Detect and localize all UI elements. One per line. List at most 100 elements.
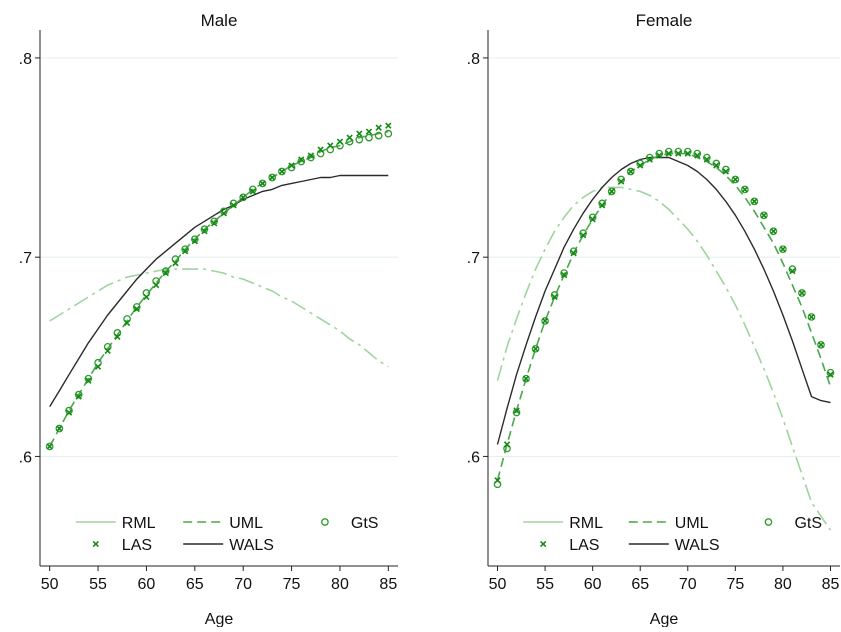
data-point-gts bbox=[712, 159, 721, 168]
data-point-gts bbox=[355, 135, 364, 144]
data-point-las bbox=[675, 150, 682, 157]
data-point-gts bbox=[210, 217, 219, 226]
legend-label-wals: WALS bbox=[229, 537, 274, 554]
data-point-gts bbox=[750, 197, 759, 206]
legend-item-uml: UML bbox=[628, 515, 709, 532]
x-tick-label: 55 bbox=[89, 576, 107, 593]
x-tick-label: 60 bbox=[138, 576, 156, 593]
data-point-las bbox=[327, 142, 334, 149]
series-line-wals bbox=[496, 156, 831, 445]
data-point-gts bbox=[45, 442, 54, 451]
chart-panel-1: Male .6 .7 .8 50 55 60 65 70 75 80 85 Age RML UML GtS LA… bbox=[19, 11, 398, 628]
legend-label-rml: RML bbox=[569, 515, 603, 532]
y-tick-label: .8 bbox=[467, 51, 480, 68]
data-point-gts bbox=[655, 149, 664, 158]
x-tick-label: 70 bbox=[679, 576, 697, 593]
data-point-gts bbox=[229, 199, 238, 208]
chart-title: Male bbox=[201, 11, 238, 30]
data-point-gts bbox=[374, 131, 383, 140]
data-point-gts bbox=[365, 133, 373, 142]
x-axis-label: Age bbox=[650, 611, 679, 627]
data-point-las bbox=[56, 425, 63, 432]
data-point-gts bbox=[268, 173, 277, 182]
data-point-las bbox=[230, 202, 237, 209]
data-point-gts bbox=[664, 147, 673, 156]
data-point-las bbox=[637, 162, 644, 169]
y-tick-label: .6 bbox=[19, 449, 32, 466]
x-axis-label: Age bbox=[205, 611, 234, 627]
data-point-las bbox=[298, 156, 305, 163]
legend-label-rml: RML bbox=[122, 515, 156, 532]
legend-item-gts: GtS bbox=[764, 515, 822, 532]
data-point-gts bbox=[588, 213, 597, 222]
data-point-las bbox=[751, 198, 758, 205]
data-point-gts bbox=[297, 157, 306, 166]
data-point-gts bbox=[219, 207, 228, 216]
data-point-gts bbox=[278, 167, 286, 176]
x-tick-label: 80 bbox=[774, 576, 792, 593]
data-point-las bbox=[741, 186, 749, 193]
x-tick-label: 50 bbox=[489, 576, 507, 593]
data-point-gts bbox=[645, 153, 654, 162]
data-point-gts bbox=[531, 344, 540, 353]
data-point-las bbox=[598, 202, 606, 209]
data-point-gts bbox=[579, 229, 587, 238]
data-point-gts bbox=[74, 390, 83, 399]
data-point-las bbox=[570, 250, 577, 257]
x-tick-label: 80 bbox=[331, 576, 349, 593]
data-point-las bbox=[551, 293, 558, 301]
legend-item-gts: GtS bbox=[321, 515, 378, 532]
data-point-las bbox=[356, 130, 363, 137]
legend: RML UML GtS LAS WALS bbox=[523, 515, 822, 554]
data-point-gts bbox=[512, 408, 521, 417]
data-point-las bbox=[201, 228, 208, 235]
y-tick-label: .6 bbox=[467, 449, 480, 466]
series-line-rml bbox=[496, 186, 832, 531]
data-point-las bbox=[503, 441, 511, 448]
legend-item-las: LAS bbox=[540, 537, 599, 554]
legend-label-uml: UML bbox=[675, 515, 709, 532]
data-point-gts bbox=[384, 129, 393, 138]
data-point-gts bbox=[721, 165, 730, 174]
data-point-las bbox=[172, 259, 179, 267]
data-point-gts bbox=[636, 159, 645, 168]
y-tick-label: .7 bbox=[467, 250, 480, 267]
legend-label-gts: GtS bbox=[794, 515, 822, 532]
legend-key-las bbox=[92, 540, 99, 548]
data-point-gts bbox=[702, 153, 711, 162]
data-point-las bbox=[798, 289, 806, 297]
data-point-gts bbox=[779, 245, 787, 254]
legend-label-las: LAS bbox=[122, 537, 152, 554]
data-point-las bbox=[722, 168, 730, 175]
data-point-las bbox=[808, 313, 815, 321]
x-tick-label: 50 bbox=[41, 576, 59, 593]
data-point-las bbox=[249, 188, 257, 195]
data-point-gts bbox=[65, 406, 73, 415]
data-point-gts bbox=[541, 317, 549, 325]
data-point-las bbox=[75, 393, 82, 400]
legend-key-gts bbox=[764, 518, 773, 526]
data-point-las bbox=[827, 371, 834, 378]
data-point-gts bbox=[84, 374, 93, 383]
data-point-gts bbox=[683, 147, 692, 156]
data-point-gts bbox=[249, 185, 257, 194]
y-tick-label: .8 bbox=[19, 51, 32, 68]
data-point-gts bbox=[807, 313, 816, 321]
data-point-las bbox=[579, 232, 587, 239]
data-point-las bbox=[375, 124, 382, 131]
series-line-uml bbox=[496, 152, 832, 481]
data-point-las bbox=[240, 194, 247, 201]
data-point-gts bbox=[161, 267, 170, 275]
legend-item-rml: RML bbox=[523, 515, 603, 532]
legend-key-las bbox=[540, 540, 547, 548]
data-point-las bbox=[220, 210, 228, 217]
data-point-gts bbox=[674, 147, 683, 156]
data-point-las bbox=[269, 174, 276, 181]
data-point-las bbox=[513, 407, 520, 414]
x-tick-label: 65 bbox=[186, 576, 204, 593]
data-point-gts bbox=[522, 374, 530, 383]
legend-label-las: LAS bbox=[569, 537, 599, 554]
data-point-gts bbox=[190, 235, 199, 244]
data-point-gts bbox=[550, 291, 559, 299]
